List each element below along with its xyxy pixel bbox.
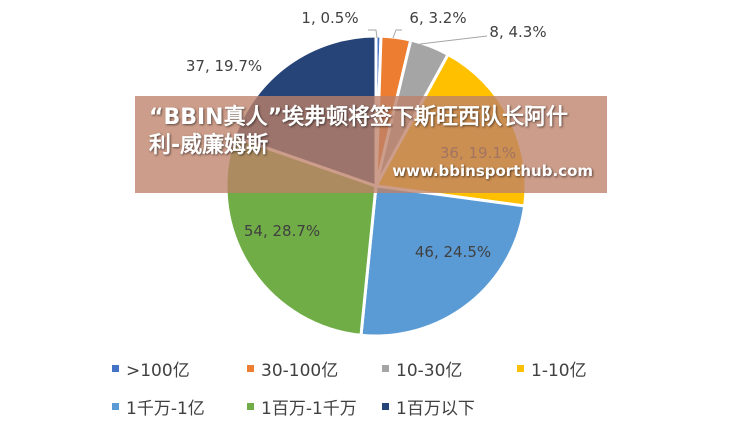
legend-row-2: 1千万-1亿 1百万-1千万 1百万以下 (112, 394, 672, 419)
legend-label: 1千万-1亿 (126, 398, 205, 419)
watermark-banner: “BBIN真人”埃弗顿将签下斯旺西队长阿什利-威廉姆斯 www.bbinspor… (135, 96, 607, 193)
data-label: 46, 24.5% (415, 243, 491, 261)
legend-swatch-icon (112, 364, 119, 372)
legend-item: 1百万-1千万 (247, 394, 382, 419)
legend-item: 10-30亿 (382, 356, 517, 381)
legend-swatch-icon (247, 364, 254, 372)
legend-item: >100亿 (112, 356, 247, 381)
legend-swatch-icon (247, 402, 254, 410)
data-label: 37, 19.7% (186, 57, 262, 75)
legend-swatch-icon (382, 364, 389, 372)
legend-item: 1-10亿 (517, 356, 652, 381)
legend-label: 1百万以下 (396, 398, 475, 419)
legend-label: 1百万-1千万 (261, 398, 357, 419)
legend-label: >100亿 (126, 360, 190, 381)
legend-item: 30-100亿 (247, 356, 382, 381)
leader-line (368, 29, 378, 39)
leader-line (392, 29, 402, 39)
data-label: 8, 4.3% (489, 23, 546, 41)
legend: >100亿 30-100亿 10-30亿 1-10亿 1千万-1亿 1百万-1千… (112, 356, 672, 432)
legend-item: 1千万-1亿 (112, 394, 247, 419)
pie-slice (359, 184, 527, 338)
legend-label: 30-100亿 (261, 360, 339, 381)
data-label: 1, 0.5% (301, 9, 358, 27)
legend-label: 10-30亿 (396, 360, 463, 381)
data-label: 6, 3.2% (409, 9, 466, 27)
legend-swatch-icon (382, 402, 389, 410)
legend-row-1: >100亿 30-100亿 10-30亿 1-10亿 (112, 356, 672, 381)
banner-url: www.bbinsporthub.com (392, 162, 593, 180)
leader-line (419, 35, 488, 45)
legend-swatch-icon (112, 402, 119, 410)
banner-title: “BBIN真人”埃弗顿将签下斯旺西队长阿什利-威廉姆斯 (149, 105, 569, 158)
legend-item: 1百万以下 (382, 394, 517, 419)
legend-swatch-icon (517, 364, 524, 372)
data-label: 54, 28.7% (244, 222, 320, 240)
legend-label: 1-10亿 (531, 360, 587, 381)
